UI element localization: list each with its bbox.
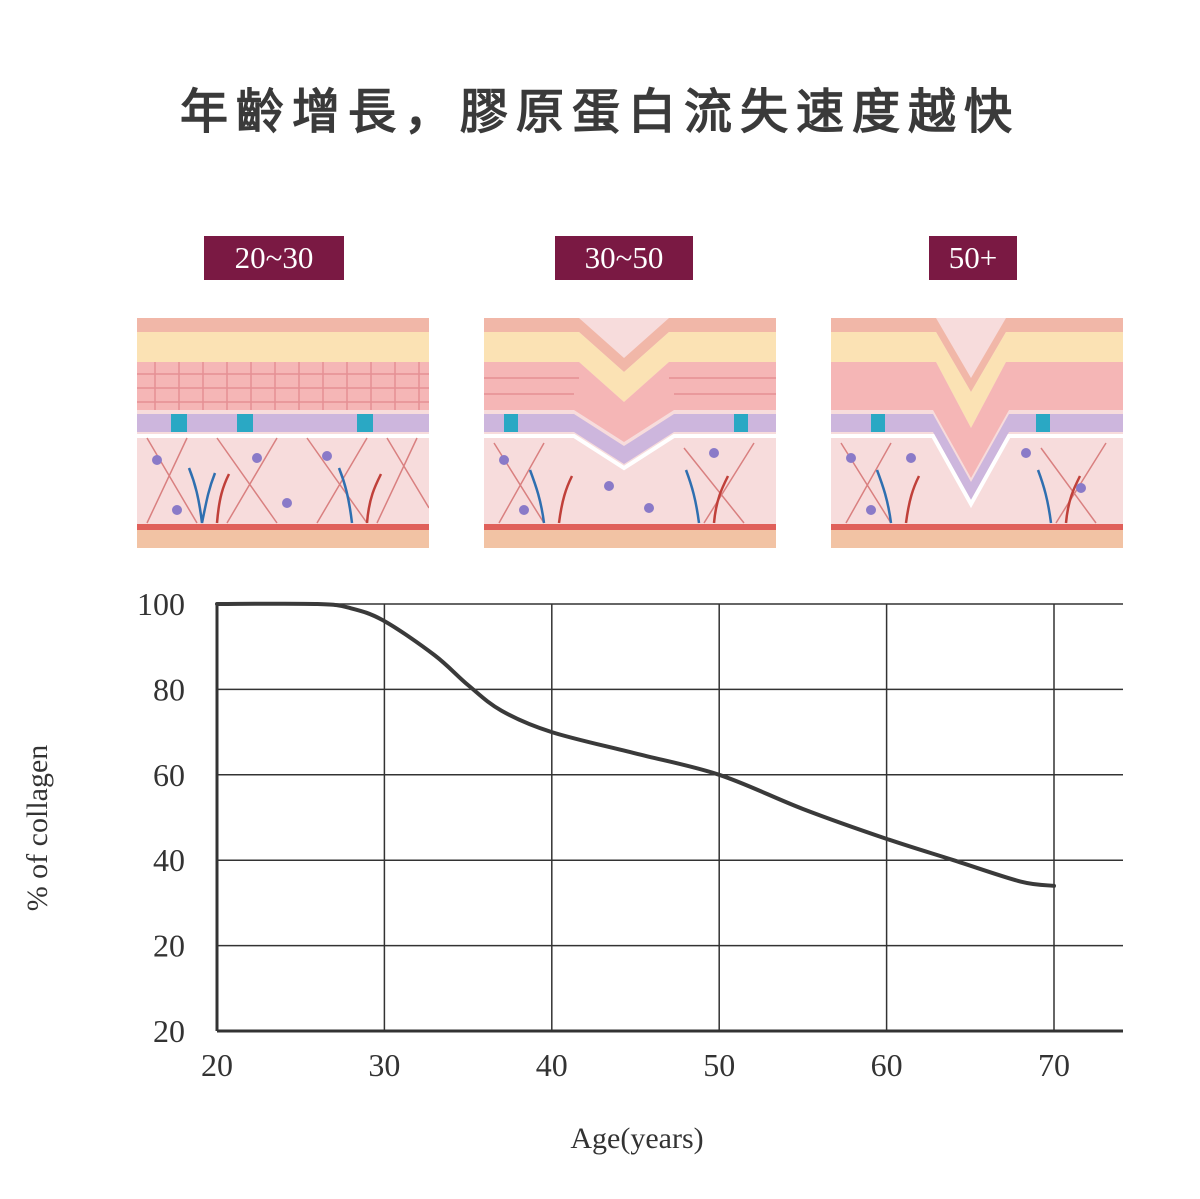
y-tick-label: 40	[153, 842, 185, 878]
stage-badge-30-50: 30~50	[555, 236, 693, 280]
x-tick-label: 30	[368, 1047, 400, 1083]
x-tick-label: 70	[1038, 1047, 1070, 1083]
x-tick-labels: 20 30 40 50 60 70	[201, 1047, 1070, 1083]
y-tick-label: 20	[153, 1013, 185, 1049]
y-tick-label: 60	[153, 757, 185, 793]
stage-badge-20-30: 20~30	[204, 236, 344, 280]
x-axis-label: Age(years)	[570, 1122, 703, 1155]
skin-illustration-old	[831, 318, 1123, 548]
stage-badge-50-plus: 50+	[929, 236, 1017, 280]
x-tick-label: 60	[871, 1047, 903, 1083]
y-tick-label: 80	[153, 671, 185, 707]
y-axis-label: % of collagen	[21, 744, 54, 912]
chart-grid	[215, 603, 1123, 1033]
y-tick-labels: 100 80 60 40 20 20	[137, 586, 185, 1049]
collagen-series-line	[215, 601, 1056, 888]
y-tick-label: 20	[153, 928, 185, 964]
x-tick-label: 40	[536, 1047, 568, 1083]
skin-illustration-middle	[484, 318, 776, 548]
x-tick-label: 50	[703, 1047, 735, 1083]
page-title: 年齡增長，膠原蛋白流失速度越快	[179, 84, 1020, 140]
skin-illustration-young	[137, 318, 429, 548]
x-tick-label: 20	[201, 1047, 233, 1083]
y-tick-label: 100	[137, 586, 185, 622]
